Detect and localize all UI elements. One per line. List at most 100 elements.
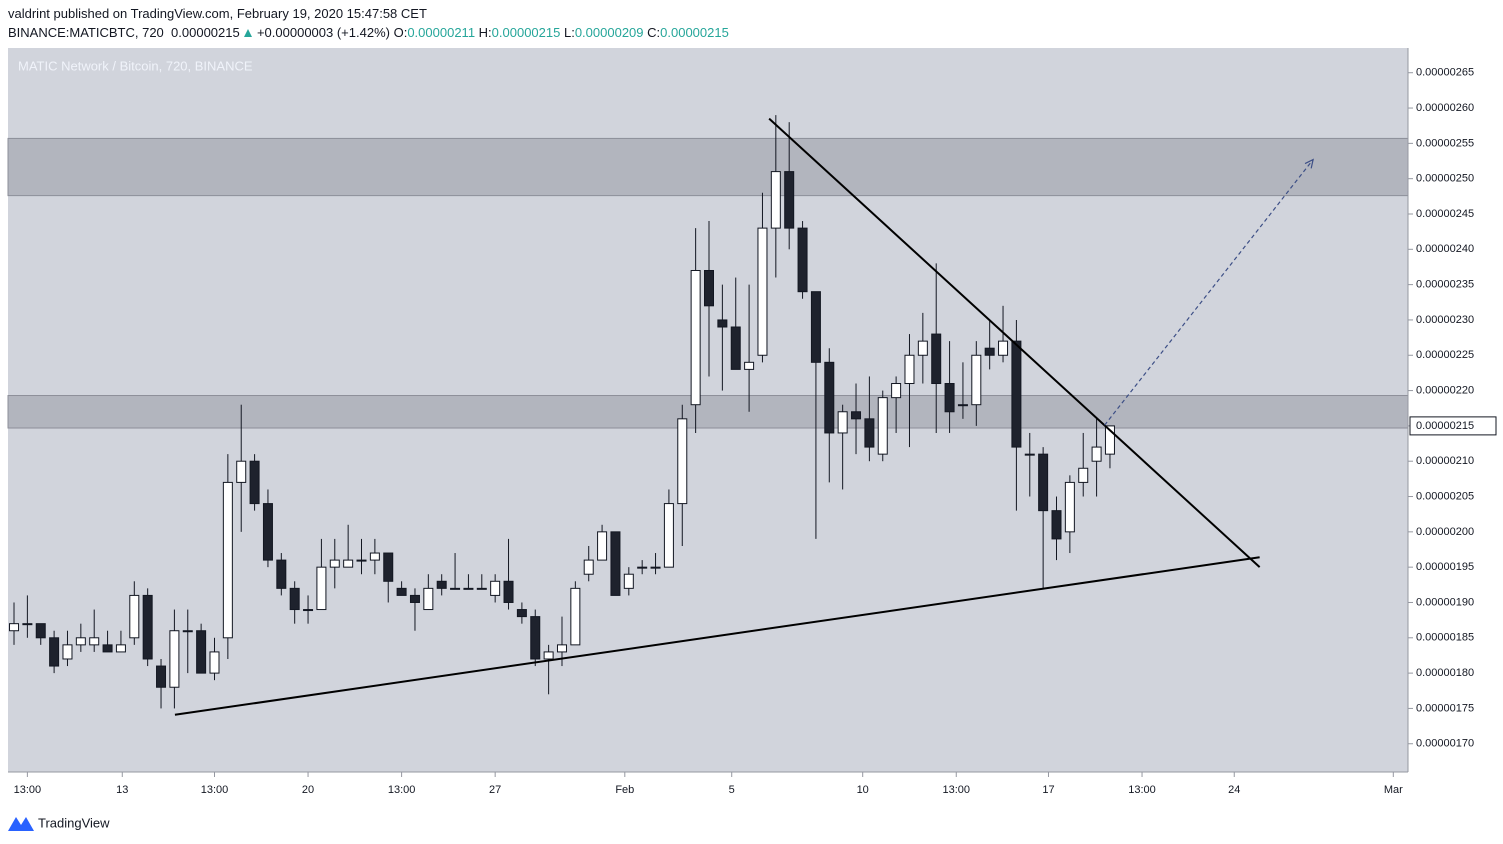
candle-body [142,594,153,660]
candle-body [931,333,942,385]
candle-body [877,397,888,455]
y-tick-label: 0.00000235 [1416,279,1474,291]
candle-body [610,531,621,596]
x-tick-label: 10 [857,784,869,796]
candle-body [129,594,140,639]
candle-body [396,587,407,596]
y-tick-label: 0.00000170 [1416,738,1474,750]
candle-body [423,587,434,611]
candle-body [570,587,581,646]
candle-body [49,637,60,667]
candle-body [1051,510,1062,540]
candle-body [169,630,180,688]
price: 0.00000215 [171,25,240,40]
candle-body [369,552,380,561]
x-tick-label: 13:00 [942,784,970,796]
zone [7,137,1409,197]
arrow-head [1304,158,1314,169]
candle-body [1064,481,1075,533]
candle-body [757,227,768,356]
candle-body [810,291,821,363]
candle-body [556,644,567,653]
watermark-title: MATIC Network / Bitcoin, 720, BINANCE [18,58,253,73]
candle-body [998,340,1009,356]
close-label: C: [647,25,661,40]
candle-body [503,580,514,603]
candle-body [22,623,33,626]
candle-body [182,630,193,633]
low: 0.00000209 [574,25,644,40]
candle-body [490,580,501,596]
candle-body [196,630,207,674]
candle-body [583,559,594,575]
open-label: O: [393,25,408,40]
candle-body [984,347,995,356]
y-tick-label: 0.00000225 [1416,349,1474,361]
y-tick-label: 0.00000250 [1416,173,1474,185]
candle-body [276,559,287,589]
x-tick-label: Feb [615,784,634,796]
legend-line: BINANCE:MATICBTC, 720 0.00000215 +0.0000… [8,25,729,40]
candle-body [35,623,46,639]
x-tick-label: 24 [1228,784,1240,796]
candle-body [115,644,126,653]
candle-body [303,609,314,612]
candle-body [89,637,100,646]
y-tick-label: 0.00000230 [1416,314,1474,326]
candle-body [704,269,715,307]
candle-body [343,559,354,568]
candle-body [9,623,20,632]
tv-logo [8,817,34,831]
publisher: valdrint published on TradingView.com, F… [8,6,427,21]
high-label: H: [478,25,492,40]
y-tick-label: 0.00000205 [1416,490,1474,502]
candle-body [971,354,982,406]
last-price-box [1409,416,1497,436]
y-tick-label: 0.00000265 [1416,67,1474,79]
zone [7,395,1409,429]
candle-body [102,644,113,653]
y-tick-label: 0.00000255 [1416,137,1474,149]
header-line: valdrint published on TradingView.com, F… [8,6,427,21]
candle-body [463,587,474,590]
candle-body [476,587,487,590]
candle-body [944,383,955,413]
x-tick-label: 17 [1042,784,1054,796]
candle-body [543,651,554,660]
candle-body [917,340,928,356]
y-tick-label: 0.00000220 [1416,384,1474,396]
candle-body [770,171,781,229]
candle-body [904,354,915,385]
candle-body [156,665,167,688]
candle-body [824,361,835,434]
candle-body [356,559,367,562]
y-tick-label: 0.00000185 [1416,632,1474,644]
y-tick-label: 0.00000190 [1416,596,1474,608]
candle-body [784,171,795,229]
y-tick-label: 0.00000215 [1416,420,1474,432]
candle-body [516,609,527,618]
candle-body [797,227,808,293]
candle-body [717,319,728,328]
projection-arrow [1104,159,1314,426]
candle-body [249,460,260,505]
candle-body [236,460,247,483]
candle-body [1078,467,1089,483]
candle-body [383,552,394,582]
x-tick-label: 13:00 [14,784,42,796]
candle-body [222,481,233,639]
y-tick-label: 0.00000180 [1416,667,1474,679]
candle-body [663,503,674,568]
candle-body [690,269,701,406]
candle-body [744,361,755,370]
candle-body [1038,453,1049,512]
x-tick-label: 13:00 [201,784,229,796]
trend-line [174,556,1260,716]
candle-body [62,644,73,660]
candle-body [730,326,741,370]
change: +0.00000003 (+1.42%) [256,25,390,40]
trend-line [768,117,1261,568]
candle-body [677,418,688,505]
